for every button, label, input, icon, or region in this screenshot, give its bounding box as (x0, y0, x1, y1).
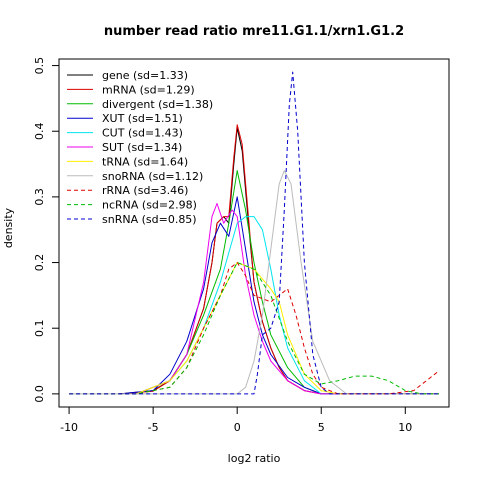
y-tick-label: 0.5 (33, 57, 46, 75)
x-tick-label: -5 (148, 421, 159, 434)
legend-label: mRNA (sd=1.29) (102, 83, 195, 96)
y-tick-label: 0.1 (33, 319, 46, 337)
legend: gene (sd=1.33)mRNA (sd=1.29) divergent (s… (67, 69, 213, 226)
series-line-3 (119, 196, 439, 395)
legend-label: divergent (sd=1.38) (102, 98, 213, 111)
x-tick-label: -10 (60, 421, 78, 434)
x-tick-label: 5 (318, 421, 325, 434)
series-line-1 (119, 124, 439, 395)
y-axis: 0.0 0.1 0.2 0.3 0.4 0.5 (33, 57, 60, 403)
legend-label: rRNA (sd=3.46) (102, 184, 188, 197)
series-line-9 (69, 262, 439, 395)
y-axis-label: density (2, 207, 15, 248)
y-tick-label: 0.4 (33, 122, 46, 140)
legend-label: SUT (sd=1.34) (102, 141, 182, 154)
x-tick-label: 0 (234, 421, 241, 434)
legend-label: snoRNA (sd=1.12) (102, 170, 203, 183)
series-layer (69, 71, 440, 395)
series-line-6 (136, 262, 439, 395)
y-tick-label: 0.3 (33, 188, 46, 206)
series-line-5 (136, 203, 439, 395)
legend-label: XUT (sd=1.51) (102, 112, 183, 125)
y-tick-label: 0.2 (33, 254, 46, 272)
x-axis-label: log2 ratio (228, 452, 281, 465)
legend-label: gene (sd=1.33) (102, 69, 188, 82)
x-tick-label: 10 (398, 421, 412, 434)
legend-label: tRNA (sd=1.64) (102, 155, 188, 168)
legend-label: ncRNA (sd=2.98) (102, 199, 197, 212)
chart-title: number read ratio mre11.G1.1/xrn1.G1.2 (104, 24, 404, 39)
series-line-7 (69, 170, 439, 395)
x-axis: -10 -5 0 5 10 (60, 406, 412, 434)
y-tick-label: 0.0 (33, 385, 46, 403)
legend-label: CUT (sd=1.43) (102, 127, 183, 140)
legend-label: snRNA (sd=0.85) (102, 213, 197, 226)
series-line-2 (136, 170, 439, 395)
series-line-10 (69, 71, 439, 395)
